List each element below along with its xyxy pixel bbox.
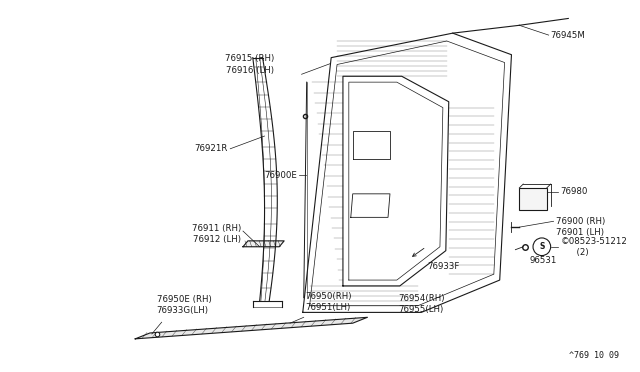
Text: 76950(RH)
76951(LH): 76950(RH) 76951(LH) bbox=[306, 292, 352, 312]
Text: S: S bbox=[539, 242, 545, 251]
Text: 76980: 76980 bbox=[561, 187, 588, 196]
Text: ©08523-51212
      (2): ©08523-51212 (2) bbox=[561, 237, 627, 257]
Text: 76945M: 76945M bbox=[550, 31, 586, 39]
Text: 76900 (RH)
76901 (LH): 76900 (RH) 76901 (LH) bbox=[556, 217, 605, 237]
Text: 76915 (RH)
76916 (LH): 76915 (RH) 76916 (LH) bbox=[225, 54, 275, 74]
Text: 76911 (RH)
76912 (LH): 76911 (RH) 76912 (LH) bbox=[192, 224, 241, 244]
Text: 76900E: 76900E bbox=[264, 171, 297, 180]
Text: ^769 10 09: ^769 10 09 bbox=[569, 352, 620, 360]
Polygon shape bbox=[243, 241, 284, 247]
Polygon shape bbox=[135, 317, 367, 339]
Text: 96531: 96531 bbox=[529, 256, 556, 265]
Text: 76921R: 76921R bbox=[194, 144, 227, 153]
Bar bbox=[519, 188, 547, 209]
Text: 76954(RH)
76955(LH): 76954(RH) 76955(LH) bbox=[399, 294, 445, 314]
Text: 76950E (RH)
76933G(LH): 76950E (RH) 76933G(LH) bbox=[157, 295, 212, 315]
Text: 76933F: 76933F bbox=[428, 262, 460, 271]
